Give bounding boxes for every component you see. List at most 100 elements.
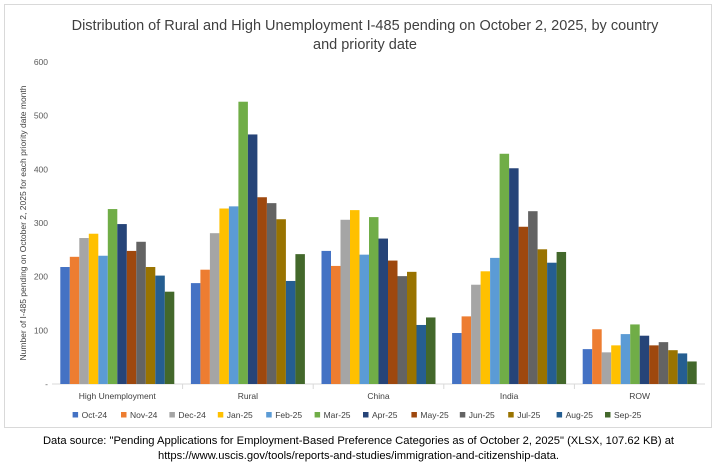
bar-aug-25 [416, 324, 426, 384]
bar-aug-25 [155, 275, 165, 384]
bar-nov-24 [331, 265, 341, 384]
bar-jul-25 [145, 267, 156, 384]
bar-apr-25 [117, 224, 127, 384]
bar-jan-25 [88, 233, 99, 384]
bar-feb-25 [620, 334, 631, 384]
bar-apr-25 [509, 168, 519, 384]
y-tick-label: 400 [34, 164, 48, 174]
legend-label: Sep-25 [614, 410, 642, 420]
bar-apr-25 [378, 238, 388, 384]
legend-swatch [363, 412, 369, 418]
x-category-label: High Unemployment [79, 391, 157, 401]
legend-label: Dec-24 [178, 410, 206, 420]
bar-jul-25 [668, 350, 678, 384]
bar-oct-24 [582, 349, 593, 384]
legend-swatch [266, 412, 272, 418]
bar-feb-25 [98, 255, 108, 384]
bar-jul-25 [407, 271, 417, 384]
source-note: Data source: "Pending Applications for E… [42, 435, 675, 462]
bar-apr-25 [639, 335, 650, 384]
bar-nov-24 [200, 269, 210, 384]
legend-swatch [121, 412, 127, 418]
bar-jun-25 [528, 211, 538, 384]
bar-aug-25 [677, 353, 688, 384]
legend-label: Aug-25 [566, 410, 594, 420]
bar-feb-25 [490, 257, 500, 384]
y-tick-label: 100 [34, 325, 48, 335]
y-tick-label: 200 [34, 272, 48, 282]
bar-sep-25 [164, 291, 175, 384]
legend-swatch [411, 412, 417, 418]
bar-nov-24 [592, 329, 602, 384]
bar-nov-24 [69, 256, 80, 384]
y-tick-label: 600 [34, 57, 48, 67]
bar-oct-24 [452, 333, 462, 384]
bar-dec-24 [209, 233, 220, 384]
bar-sep-25 [687, 361, 697, 384]
y-axis-label: Number of I-485 pending on October 2, 20… [18, 85, 28, 360]
chart-title: Distribution of Rural and High Unemploym… [71, 18, 659, 53]
bar-oct-24 [60, 267, 70, 384]
bar-may-25 [518, 226, 529, 384]
legend-label: Apr-25 [372, 410, 398, 420]
legend-swatch [459, 412, 466, 418]
legend-label: Feb-25 [275, 410, 302, 420]
legend-label: Nov-24 [130, 410, 158, 420]
legend-label: Jul-25 [517, 410, 540, 420]
bar-oct-24 [321, 250, 331, 384]
legend-swatch [72, 412, 79, 418]
bar-may-25 [126, 250, 137, 384]
bar-may-25 [257, 197, 267, 384]
bar-sep-25 [426, 317, 436, 384]
legend-swatch [169, 412, 175, 418]
legend-swatch [314, 412, 321, 418]
bar-jan-25 [480, 271, 491, 384]
bar-jul-25 [537, 249, 548, 384]
bar-aug-25 [547, 262, 557, 384]
bar-mar-25 [369, 217, 379, 384]
bar-dec-24 [79, 238, 89, 384]
bar-mar-25 [107, 209, 118, 384]
bar-nov-24 [461, 316, 472, 384]
bar-jan-25 [219, 208, 229, 384]
bar-sep-25 [556, 251, 567, 384]
x-category-label: ROW [629, 391, 650, 401]
legend-label: Jun-25 [469, 410, 495, 420]
bar-mar-25 [499, 153, 510, 384]
legend-swatch [217, 412, 224, 418]
bar-aug-25 [285, 280, 296, 384]
bar-sep-25 [295, 254, 305, 384]
legend-label: Oct-24 [82, 410, 108, 420]
bar-jan-25 [611, 345, 621, 384]
y-tick-label: 300 [34, 218, 48, 228]
bar-jun-25 [266, 203, 277, 384]
legend-label: Jan-25 [227, 410, 253, 420]
bar-dec-24 [340, 219, 350, 384]
x-category-label: India [500, 391, 519, 401]
legend-swatch [605, 412, 611, 418]
bar-jun-25 [658, 342, 669, 384]
bar-dec-24 [601, 352, 612, 384]
bar-feb-25 [228, 206, 239, 384]
bar-apr-25 [247, 134, 258, 384]
legend-swatch [556, 412, 563, 418]
chart-frame: - 100 200 300 400 500 600 Number of I-485 pendi… [4, 4, 712, 428]
x-category-label: China [367, 391, 389, 401]
x-category-label: Rural [238, 391, 258, 401]
bar-chart: - 100 200 300 400 500 600 Number of I-485 pendi… [18, 57, 705, 420]
bar-jun-25 [397, 276, 407, 384]
bar-may-25 [649, 345, 659, 384]
bar-jul-25 [276, 219, 286, 384]
legend-label: Mar-25 [324, 410, 351, 420]
bar-dec-24 [471, 284, 481, 384]
bar-feb-25 [359, 254, 369, 384]
bar-mar-25 [238, 101, 248, 385]
legend-swatch [508, 412, 514, 418]
legend-label: May-25 [420, 410, 449, 420]
y-tick-label: - [45, 379, 48, 389]
bar-jan-25 [350, 210, 360, 384]
bar-jun-25 [136, 241, 146, 384]
y-tick-label: 500 [34, 111, 48, 121]
bar-may-25 [388, 260, 398, 384]
bar-mar-25 [630, 324, 640, 384]
